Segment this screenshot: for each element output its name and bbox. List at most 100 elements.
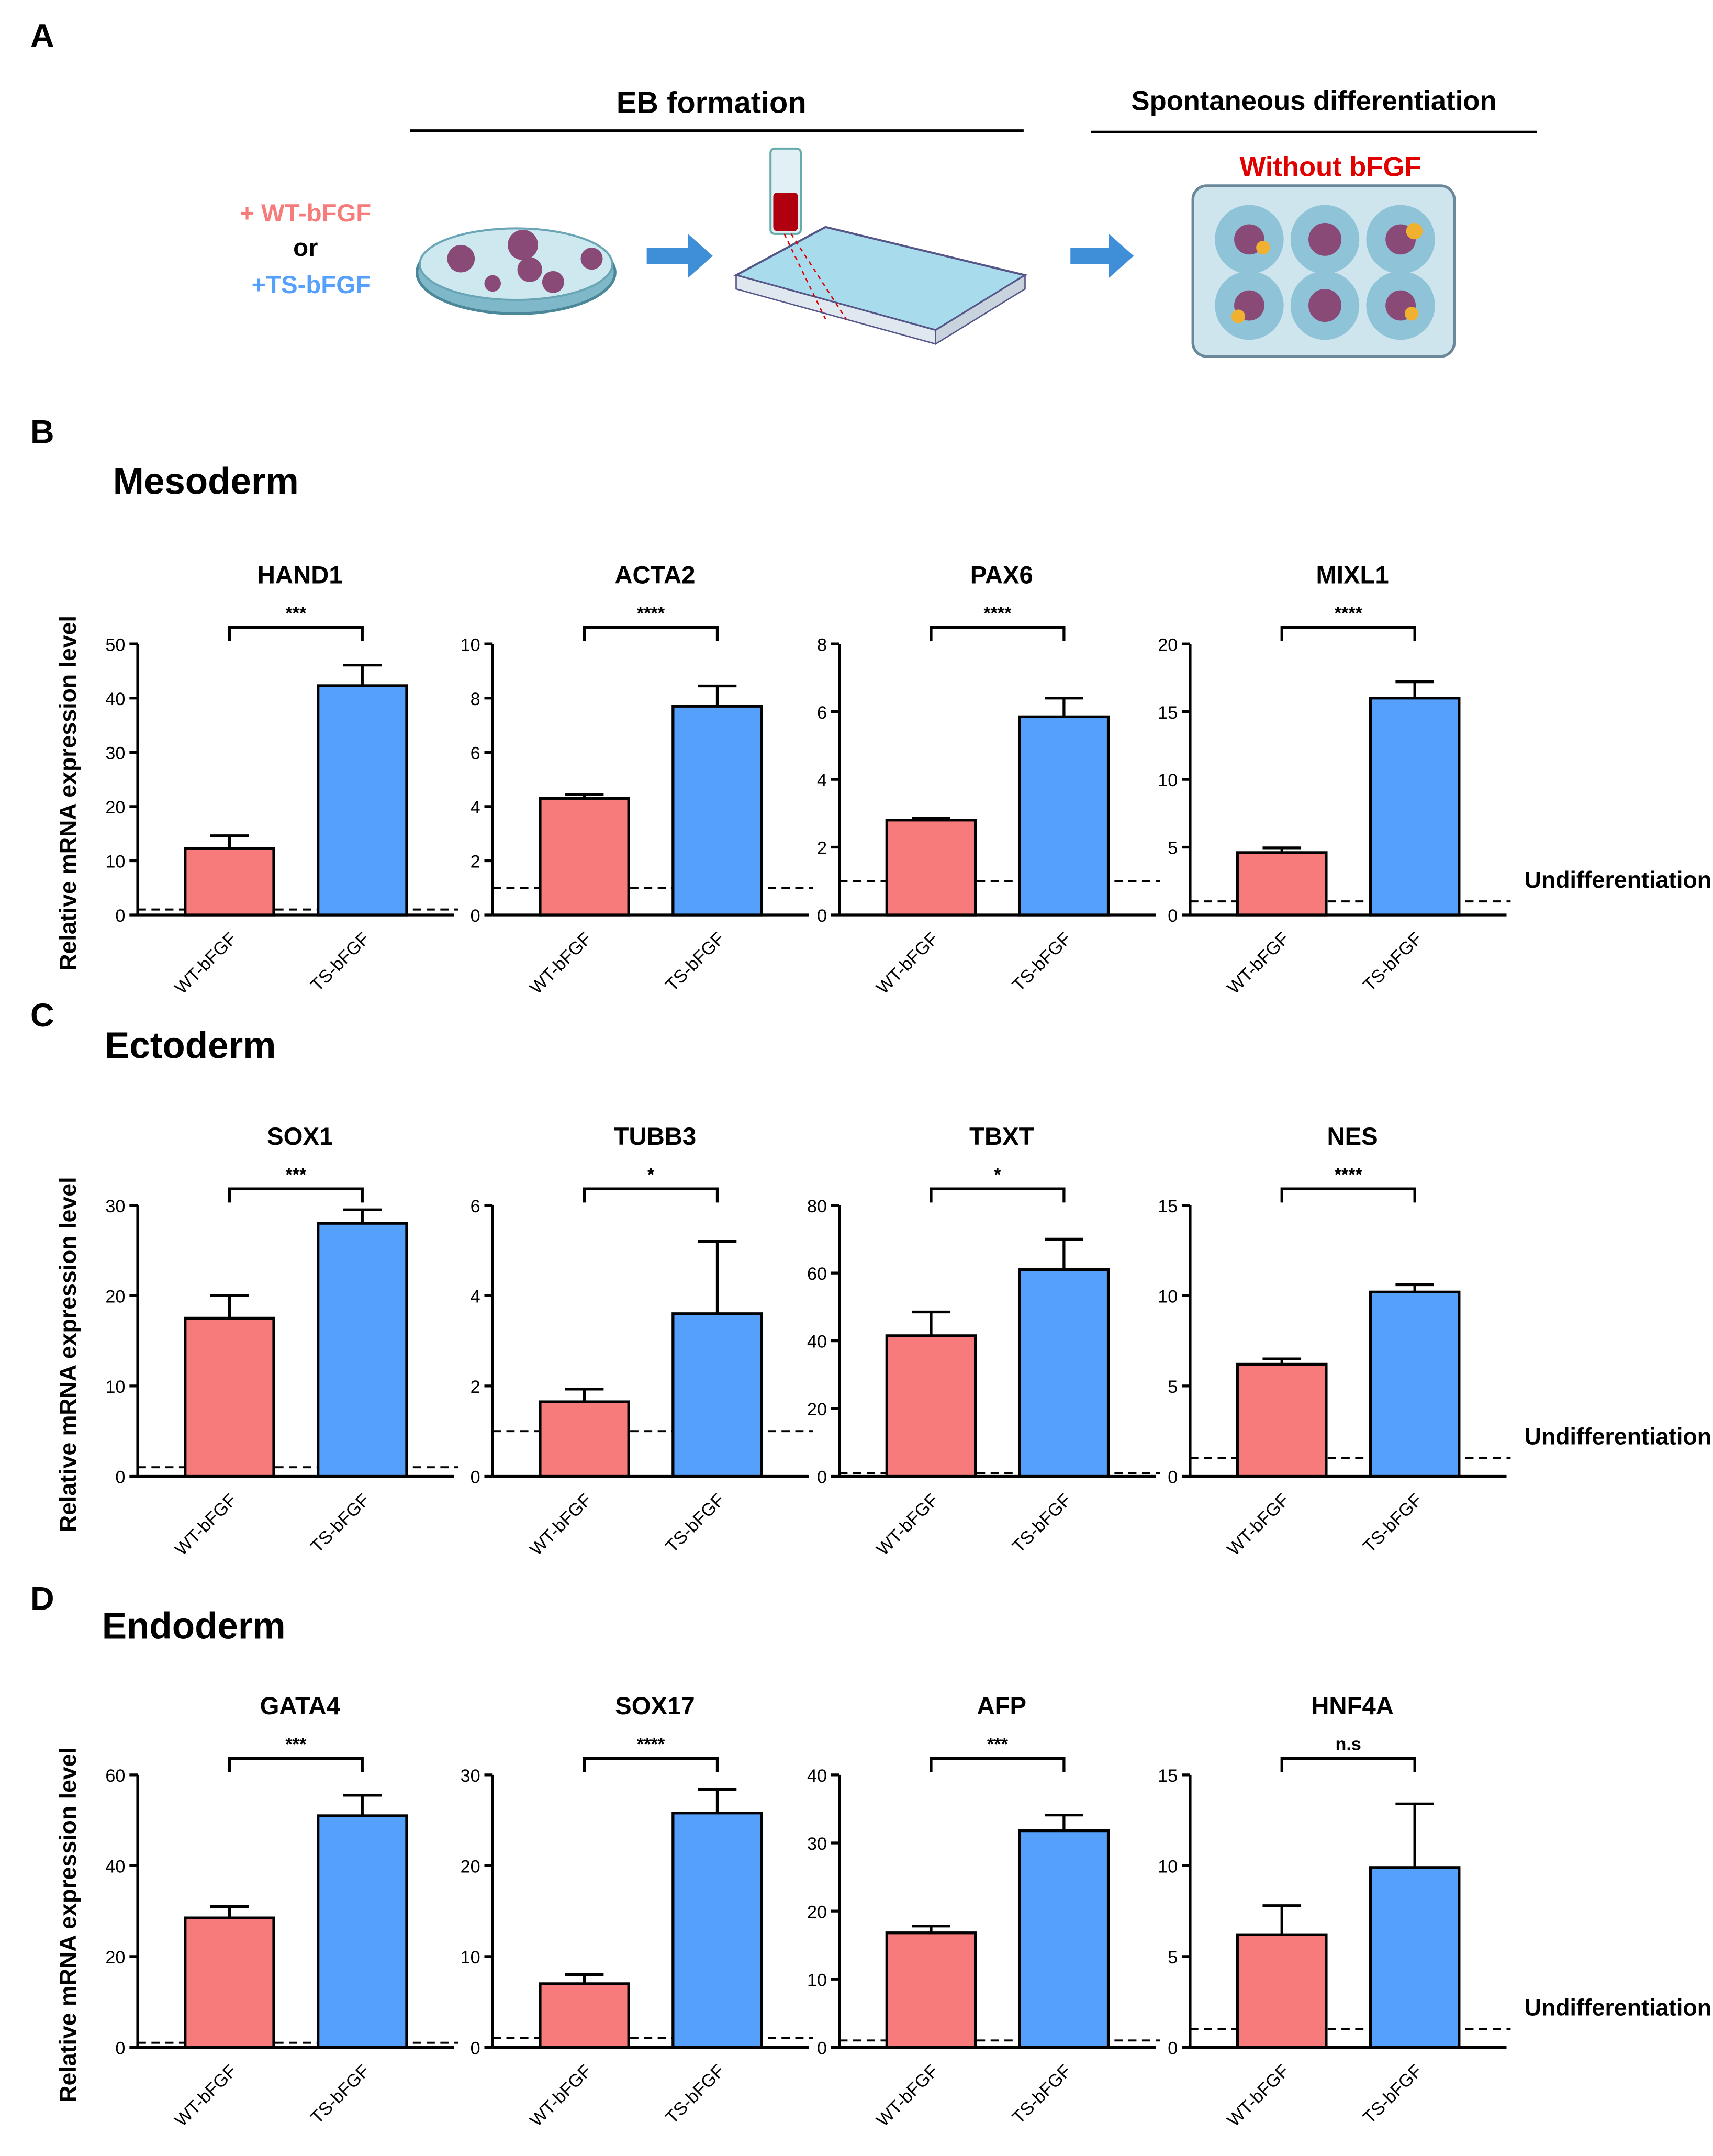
- bar: [1369, 1290, 1461, 1478]
- y-tick-label: 0: [817, 906, 827, 926]
- significance-bracket: [228, 626, 364, 641]
- plate: [733, 147, 1028, 345]
- x-tick-label: TS-bFGF: [662, 1490, 729, 1557]
- x-tick-label: WT-bFGF: [171, 929, 241, 998]
- ts-label: +TS-bFGF: [252, 271, 371, 299]
- y-tick-label: 4: [471, 1287, 480, 1306]
- x-tick-label: WT-bFGF: [873, 1490, 943, 1560]
- bar: [1018, 1829, 1110, 2049]
- y-tick-label: 0: [115, 1468, 125, 1488]
- bar: [885, 819, 977, 917]
- bar: [671, 1312, 763, 1478]
- y-tick-label: 5: [1168, 839, 1178, 858]
- significance-bracket: [583, 626, 719, 641]
- bar: [1018, 1268, 1110, 1478]
- x-tick-label: TS-bFGF: [662, 2061, 729, 2128]
- x-tick-label: TS-bFGF: [1009, 1490, 1076, 1557]
- y-tick-label: 40: [105, 1857, 125, 1877]
- y-tick-label: 20: [1158, 635, 1178, 655]
- x-tick-label: WT-bFGF: [171, 2061, 241, 2130]
- bar: [317, 684, 408, 917]
- y-tick-label: 0: [817, 2038, 827, 2058]
- x-tick-label: TS-bFGF: [307, 1490, 374, 1557]
- y-axis-label: Relative mRNA expression level: [55, 616, 81, 971]
- chart-title: HAND1: [257, 562, 343, 589]
- y-tick-label: 8: [817, 635, 827, 655]
- panel-label: B: [30, 414, 54, 450]
- y-tick-label: 6: [817, 703, 827, 723]
- x-tick-label: WT-bFGF: [873, 929, 943, 998]
- y-tick-label: 10: [105, 852, 125, 872]
- section-title: Ectoderm: [105, 1025, 276, 1066]
- y-tick-label: 40: [807, 1766, 827, 1786]
- y-tick-label: 30: [461, 1766, 480, 1786]
- y-tick-label: 60: [105, 1766, 125, 1786]
- y-tick-label: 10: [461, 1948, 480, 1968]
- y-tick-label: 15: [1158, 703, 1178, 723]
- x-tick-label: WT-bFGF: [1224, 1490, 1293, 1560]
- y-tick-label: 2: [471, 1377, 480, 1397]
- without-label: Without bFGF: [1240, 151, 1421, 182]
- y-tick-label: 40: [807, 1332, 827, 1352]
- y-tick-label: 0: [1168, 1468, 1178, 1488]
- y-tick-label: 50: [105, 635, 125, 655]
- x-tick-label: TS-bFGF: [1009, 2061, 1076, 2128]
- y-tick-label: 0: [1168, 2038, 1178, 2058]
- significance-bracket: [228, 1757, 364, 1772]
- x-tick-label: WT-bFGF: [171, 1490, 241, 1560]
- x-tick-label: WT-bFGF: [873, 2061, 943, 2130]
- y-tick-label: 20: [105, 1948, 125, 1968]
- y-tick-label: 0: [471, 1468, 480, 1488]
- bar: [1236, 851, 1328, 917]
- section-title: Endoderm: [102, 1606, 286, 1647]
- y-tick-label: 5: [1168, 1377, 1178, 1397]
- chart-title: ACTA2: [614, 562, 695, 589]
- reference-label: Undifferentiation: [1525, 1424, 1711, 1450]
- bar: [539, 1982, 630, 2049]
- x-tick-label: TS-bFGF: [1009, 929, 1076, 996]
- six-well-plate: [1191, 184, 1456, 358]
- chart-title: NES: [1327, 1123, 1378, 1150]
- section-title: Mesoderm: [113, 461, 299, 502]
- chart-title: SOX17: [615, 1692, 695, 1720]
- y-tick-label: 60: [807, 1264, 827, 1284]
- significance-label: *: [647, 1165, 655, 1185]
- bar: [184, 846, 275, 917]
- x-tick-label: TS-bFGF: [1359, 2061, 1426, 2128]
- y-tick-label: 15: [1158, 1197, 1178, 1216]
- y-tick-label: 2: [471, 852, 480, 872]
- bar: [1369, 697, 1461, 917]
- diff-title: Spontaneous differentiation: [1132, 85, 1497, 116]
- chart-title: TUBB3: [614, 1123, 697, 1150]
- bar: [184, 1316, 275, 1478]
- y-tick-label: 10: [807, 1970, 827, 1990]
- significance-bracket: [228, 1187, 364, 1203]
- significance-label: ****: [983, 604, 1012, 623]
- significance-bracket: [583, 1187, 719, 1203]
- bar: [539, 1400, 630, 1478]
- significance-label: ***: [285, 1735, 307, 1755]
- y-tick-label: 20: [105, 798, 125, 818]
- chart-title: MIXL1: [1316, 562, 1389, 589]
- y-tick-label: 0: [471, 906, 480, 926]
- y-tick-label: 6: [471, 1197, 480, 1216]
- y-tick-label: 15: [1158, 1766, 1178, 1786]
- significance-bracket: [930, 1757, 1066, 1772]
- chart-title: TBXT: [969, 1123, 1034, 1150]
- chart-title: GATA4: [260, 1692, 341, 1720]
- y-tick-label: 0: [115, 906, 125, 926]
- significance-label: ****: [637, 1735, 665, 1755]
- y-tick-label: 0: [115, 2038, 125, 2058]
- y-tick-label: 4: [471, 798, 480, 818]
- panel-label: C: [30, 997, 54, 1034]
- bar: [1018, 715, 1110, 917]
- dish: [416, 227, 617, 315]
- y-tick-label: 10: [105, 1377, 125, 1397]
- eb-title: EB formation: [617, 86, 807, 120]
- bar: [1369, 1866, 1461, 2049]
- arrow: [646, 233, 713, 278]
- significance-label: ****: [1335, 1165, 1363, 1185]
- significance-bracket: [930, 1187, 1066, 1203]
- or-label: or: [293, 234, 318, 262]
- y-tick-label: 30: [807, 1834, 827, 1854]
